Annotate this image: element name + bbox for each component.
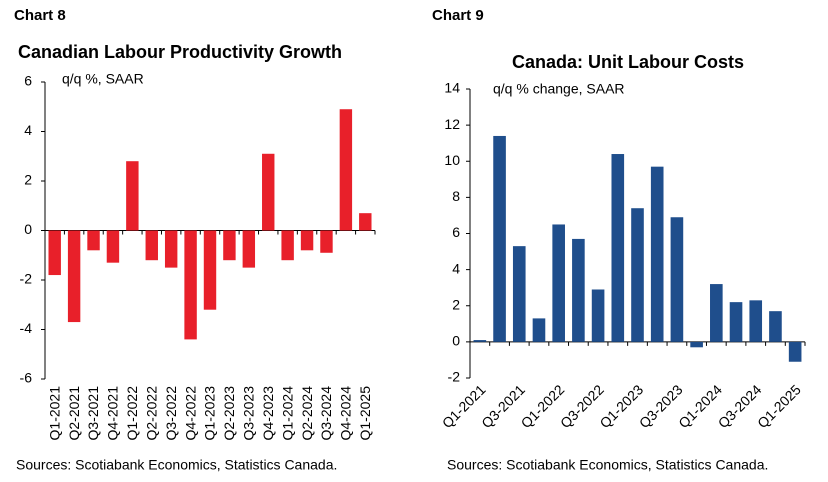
- x-tick-label: Q1-2024: [279, 386, 295, 441]
- bar: [552, 224, 565, 342]
- bar: [320, 230, 333, 253]
- bar: [729, 302, 743, 342]
- chart-number: Chart 9: [432, 7, 484, 24]
- x-tick-label: Q1-2021: [46, 386, 62, 441]
- bar: [611, 154, 625, 342]
- bar: [106, 230, 120, 263]
- x-tick-label: Q2-2024: [299, 386, 315, 441]
- y-tick-label: -2: [20, 271, 33, 287]
- bar: [203, 230, 217, 310]
- x-tick-label: Q4-2024: [338, 386, 354, 441]
- bar: [532, 318, 546, 342]
- bar: [281, 230, 294, 261]
- x-tick-label: Q1-2023: [202, 386, 218, 441]
- bar: [300, 230, 314, 251]
- chart-number: Chart 8: [14, 7, 66, 24]
- chart-subtitle: q/q %, SAAR: [62, 71, 144, 87]
- bar: [670, 217, 684, 342]
- x-tick-label: Q2-2022: [143, 386, 159, 441]
- x-tick-label: Q3-2022: [163, 386, 179, 441]
- y-tick-label: 2: [452, 296, 460, 312]
- bar: [359, 213, 372, 231]
- y-tick-label: -4: [20, 320, 33, 336]
- chart-subtitle: q/q % change, SAAR: [493, 81, 625, 97]
- y-tick-label: 8: [452, 188, 460, 204]
- x-tick-label: Q1-2022: [124, 386, 140, 441]
- bar: [67, 230, 81, 323]
- y-tick-label: 6: [452, 224, 460, 240]
- x-tick-label: Q1-2025: [357, 386, 373, 441]
- bar: [184, 230, 197, 340]
- bar: [126, 161, 139, 231]
- x-tick-label: Q4-2023: [260, 386, 276, 441]
- bar: [631, 208, 644, 342]
- bar: [512, 246, 526, 342]
- bar: [749, 300, 763, 342]
- y-tick-label: 10: [444, 152, 460, 168]
- bar: [87, 230, 100, 251]
- bar: [48, 230, 61, 276]
- y-tick-label: -2: [448, 369, 461, 385]
- x-tick-label: Q4-2022: [182, 386, 198, 441]
- y-tick-label: 2: [24, 172, 32, 188]
- y-tick-label: 0: [24, 221, 32, 237]
- chart-title: Canada: Unit Labour Costs: [512, 52, 744, 72]
- bar: [339, 109, 353, 231]
- x-tick-label: Q4-2021: [105, 386, 121, 441]
- x-tick-label: Q2-2021: [66, 386, 82, 441]
- y-tick-label: 0: [452, 333, 460, 349]
- bar: [650, 166, 664, 342]
- x-tick-label: Q1-2025: [754, 381, 804, 431]
- x-tick-label: Q3-2024: [318, 386, 334, 441]
- y-tick-label: 4: [24, 122, 32, 138]
- chart-title: Canadian Labour Productivity Growth: [18, 42, 342, 62]
- y-tick-label: 4: [452, 260, 460, 276]
- bar: [769, 311, 782, 342]
- bar: [690, 341, 703, 348]
- bar: [262, 153, 275, 231]
- y-tick-label: 6: [24, 73, 32, 89]
- source-note: Sources: Scotiabank Economics, Statistic…: [447, 457, 768, 473]
- y-tick-label: 12: [444, 116, 460, 132]
- x-tick-label: Q3-2021: [85, 386, 101, 441]
- bar: [164, 230, 178, 268]
- bar: [242, 230, 256, 268]
- bar: [223, 230, 236, 261]
- y-tick-label: 14: [444, 80, 460, 96]
- bar: [591, 289, 605, 342]
- bar: [710, 284, 723, 342]
- y-tick-label: -6: [20, 370, 33, 386]
- bar: [788, 341, 802, 362]
- bar: [572, 238, 585, 342]
- bar: [145, 230, 158, 261]
- bar: [493, 135, 506, 342]
- source-note: Sources: Scotiabank Economics, Statistic…: [16, 457, 337, 473]
- x-tick-label: Q2-2023: [221, 386, 237, 441]
- x-tick-label: Q3-2023: [241, 386, 257, 441]
- bar: [473, 340, 487, 342]
